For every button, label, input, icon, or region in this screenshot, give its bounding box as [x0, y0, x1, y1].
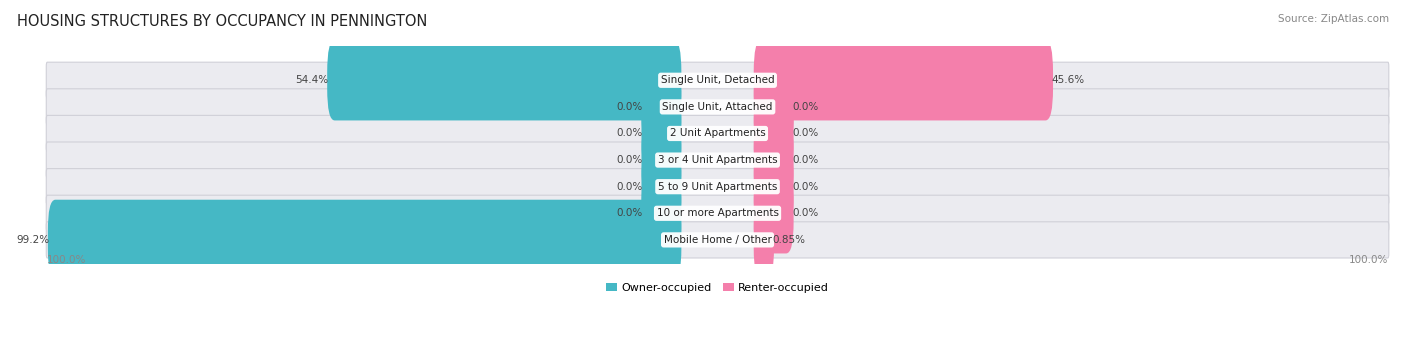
FancyBboxPatch shape — [754, 67, 793, 147]
FancyBboxPatch shape — [641, 120, 682, 200]
Text: 0.0%: 0.0% — [793, 129, 818, 138]
FancyBboxPatch shape — [48, 200, 682, 280]
Text: HOUSING STRUCTURES BY OCCUPANCY IN PENNINGTON: HOUSING STRUCTURES BY OCCUPANCY IN PENNI… — [17, 14, 427, 29]
Text: Single Unit, Attached: Single Unit, Attached — [662, 102, 773, 112]
FancyBboxPatch shape — [641, 93, 682, 174]
Text: 0.0%: 0.0% — [616, 129, 643, 138]
Text: 0.0%: 0.0% — [616, 155, 643, 165]
Text: 5 to 9 Unit Apartments: 5 to 9 Unit Apartments — [658, 182, 778, 192]
Text: Source: ZipAtlas.com: Source: ZipAtlas.com — [1278, 14, 1389, 24]
FancyBboxPatch shape — [46, 62, 1389, 98]
FancyBboxPatch shape — [46, 195, 1389, 232]
FancyBboxPatch shape — [641, 173, 682, 253]
Text: 0.0%: 0.0% — [793, 155, 818, 165]
FancyBboxPatch shape — [328, 40, 682, 120]
Text: 0.0%: 0.0% — [793, 182, 818, 192]
Text: Mobile Home / Other: Mobile Home / Other — [664, 235, 772, 245]
Text: Single Unit, Detached: Single Unit, Detached — [661, 75, 775, 85]
FancyBboxPatch shape — [641, 147, 682, 227]
FancyBboxPatch shape — [754, 200, 773, 280]
FancyBboxPatch shape — [754, 40, 1053, 120]
Text: 100.0%: 100.0% — [1348, 255, 1388, 265]
Text: 0.0%: 0.0% — [793, 102, 818, 112]
Text: 10 or more Apartments: 10 or more Apartments — [657, 208, 779, 218]
FancyBboxPatch shape — [754, 173, 793, 253]
FancyBboxPatch shape — [46, 222, 1389, 258]
Text: 100.0%: 100.0% — [48, 255, 87, 265]
Text: 0.85%: 0.85% — [773, 235, 806, 245]
FancyBboxPatch shape — [46, 89, 1389, 125]
FancyBboxPatch shape — [754, 93, 793, 174]
Text: 54.4%: 54.4% — [295, 75, 329, 85]
FancyBboxPatch shape — [46, 115, 1389, 151]
FancyBboxPatch shape — [754, 120, 793, 200]
Text: 99.2%: 99.2% — [15, 235, 49, 245]
Text: 0.0%: 0.0% — [616, 208, 643, 218]
FancyBboxPatch shape — [46, 168, 1389, 205]
FancyBboxPatch shape — [641, 67, 682, 147]
Text: 3 or 4 Unit Apartments: 3 or 4 Unit Apartments — [658, 155, 778, 165]
Legend: Owner-occupied, Renter-occupied: Owner-occupied, Renter-occupied — [602, 279, 834, 298]
FancyBboxPatch shape — [46, 142, 1389, 178]
Text: 0.0%: 0.0% — [793, 208, 818, 218]
Text: 0.0%: 0.0% — [616, 182, 643, 192]
Text: 45.6%: 45.6% — [1052, 75, 1085, 85]
FancyBboxPatch shape — [754, 147, 793, 227]
Text: 2 Unit Apartments: 2 Unit Apartments — [669, 129, 765, 138]
Text: 0.0%: 0.0% — [616, 102, 643, 112]
